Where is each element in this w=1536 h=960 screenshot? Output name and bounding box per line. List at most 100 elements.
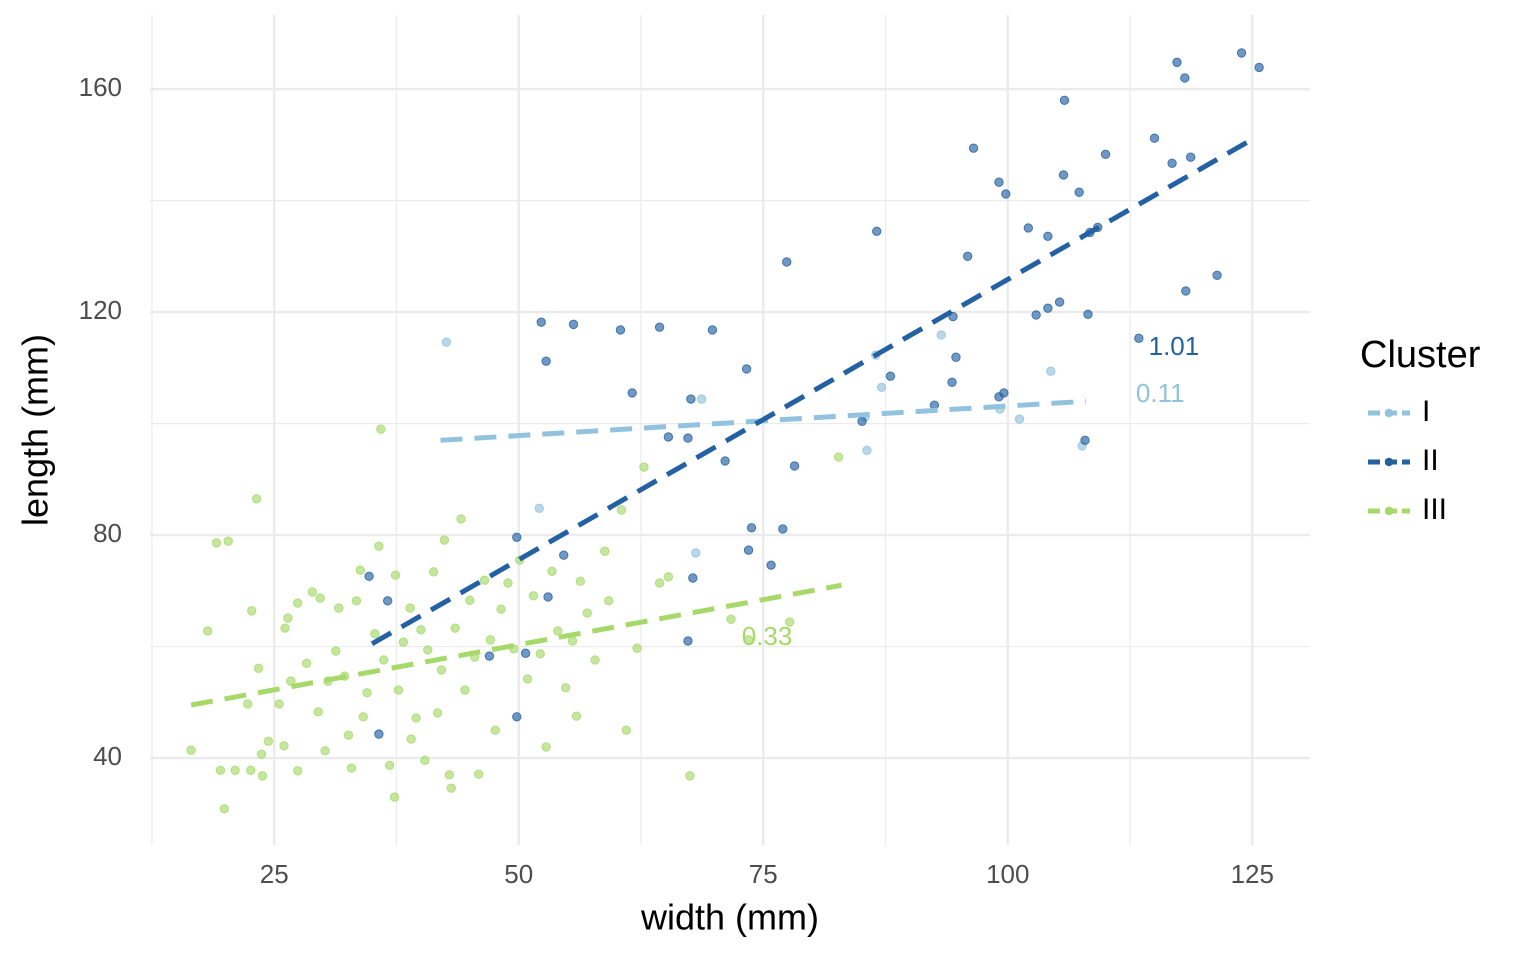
point [936, 330, 946, 340]
point [707, 325, 718, 335]
point [1014, 414, 1025, 424]
point [632, 643, 642, 653]
point [286, 676, 296, 686]
point [315, 593, 325, 603]
point [1054, 297, 1065, 307]
point [362, 688, 372, 698]
x-tick-label: 50 [504, 859, 533, 889]
point [575, 576, 586, 587]
legend-label: I [1422, 395, 1430, 428]
trend-line [370, 137, 1254, 646]
point [1149, 133, 1160, 143]
point [683, 636, 693, 646]
point [536, 317, 546, 327]
point [257, 771, 268, 781]
x-tick-label: 100 [986, 859, 1029, 889]
x-axis-title: width (mm) [640, 897, 819, 938]
point [428, 567, 439, 577]
point [1043, 231, 1053, 241]
point [663, 572, 674, 582]
point [743, 635, 754, 645]
point [215, 765, 226, 776]
point [568, 319, 579, 330]
point [346, 763, 357, 773]
point [746, 523, 757, 533]
point [947, 377, 957, 388]
point [600, 546, 610, 556]
point [726, 614, 736, 624]
annotation: 0.11 [1136, 378, 1185, 408]
point [691, 548, 701, 558]
point [211, 538, 222, 548]
point [1181, 286, 1191, 296]
point [1212, 270, 1222, 281]
point [485, 635, 496, 645]
point [522, 674, 533, 684]
legend-key-point [1384, 506, 1394, 516]
y-tick-label: 80 [93, 518, 122, 548]
point [351, 596, 362, 606]
point [251, 494, 262, 504]
point [604, 596, 614, 606]
point [766, 560, 776, 570]
point [872, 226, 882, 236]
point [436, 665, 447, 675]
point [253, 663, 264, 673]
point [382, 596, 393, 606]
point [994, 392, 1004, 402]
point [512, 532, 522, 543]
point [683, 433, 693, 443]
legend-label: III [1422, 493, 1447, 526]
point [320, 746, 330, 756]
point [1031, 310, 1041, 320]
point [962, 251, 973, 262]
trend-line [190, 582, 842, 708]
point [528, 591, 539, 601]
point [1043, 303, 1053, 313]
point [364, 571, 374, 582]
point [571, 711, 582, 721]
point [1083, 309, 1093, 320]
point [398, 637, 409, 647]
point [1074, 187, 1084, 197]
point [465, 595, 475, 605]
point [393, 685, 404, 695]
point [885, 371, 896, 381]
legend-key-point [1384, 408, 1394, 418]
point [186, 745, 196, 755]
point [230, 765, 240, 776]
point [627, 388, 637, 398]
point [411, 713, 421, 723]
plot-marks: 0.11 1.01 0.33 [186, 48, 1264, 814]
point [423, 645, 433, 655]
point [696, 394, 707, 404]
point [280, 623, 290, 633]
point [292, 598, 303, 608]
point [390, 570, 401, 580]
point [496, 604, 506, 614]
point [567, 636, 578, 646]
point [432, 708, 443, 718]
point [968, 143, 979, 153]
point [1180, 73, 1190, 83]
point [512, 712, 522, 722]
point [405, 603, 415, 613]
legend-label: II [1422, 444, 1439, 477]
point [1058, 170, 1069, 180]
point [334, 603, 344, 613]
point [621, 725, 632, 735]
point [1046, 366, 1056, 376]
point [246, 765, 256, 776]
point [1254, 62, 1264, 73]
x-tick-label: 25 [260, 859, 289, 889]
annotation: 0.33 [742, 621, 793, 651]
point [243, 699, 253, 709]
point [663, 432, 674, 442]
x-tick-label: 75 [749, 859, 778, 889]
point [484, 651, 495, 661]
point [743, 545, 754, 555]
point [256, 749, 267, 759]
point [490, 725, 500, 735]
point [543, 592, 553, 602]
point [379, 655, 389, 665]
